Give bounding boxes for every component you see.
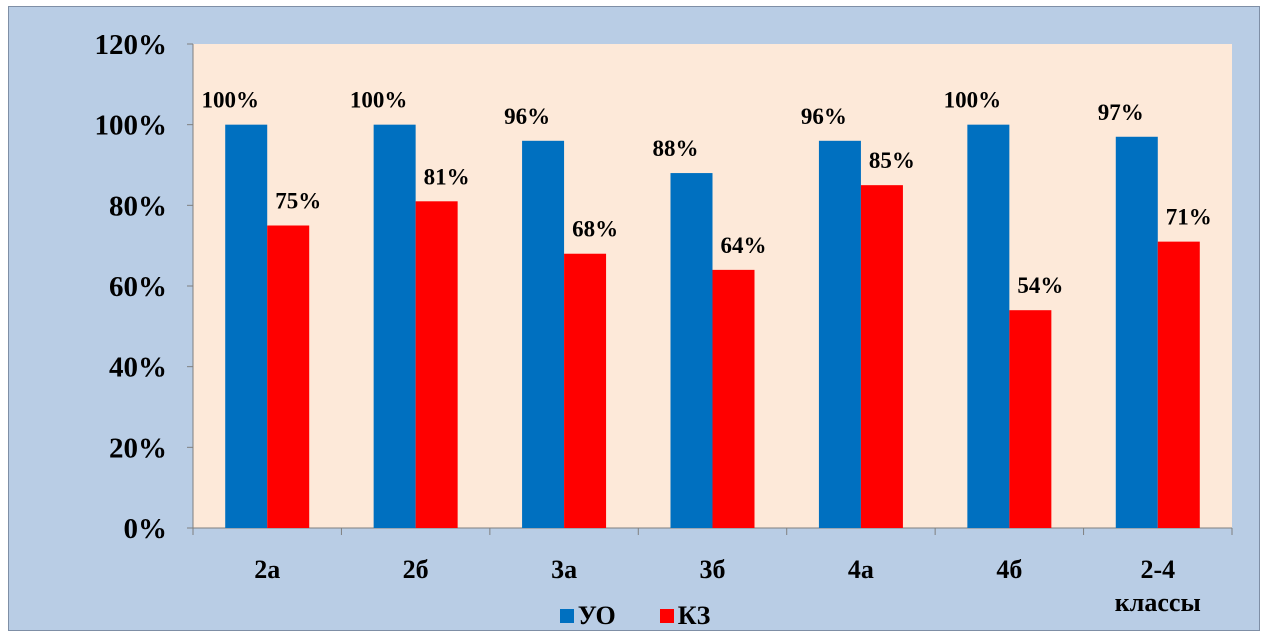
x-tick-label: 4б xyxy=(996,555,1022,584)
data-label-uo: 88% xyxy=(653,136,699,161)
data-label-uo: 96% xyxy=(504,104,550,129)
bar-uo xyxy=(1115,136,1158,528)
data-label-kz: 71% xyxy=(1166,205,1212,230)
legend: УО КЗ xyxy=(0,601,1270,631)
bar-uo xyxy=(670,173,713,529)
data-label-kz: 85% xyxy=(869,148,915,173)
x-tick-label: 2б xyxy=(403,555,429,584)
legend-item-kz: КЗ xyxy=(659,601,711,631)
legend-label-kz: КЗ xyxy=(677,601,711,630)
data-label-kz: 68% xyxy=(572,217,618,242)
data-label-kz: 54% xyxy=(1017,273,1063,298)
bar-kz xyxy=(564,253,607,528)
legend-swatch-uo xyxy=(559,609,574,623)
x-tick-label: 3а xyxy=(551,555,577,584)
bar-kz xyxy=(415,201,458,529)
data-label-uo: 100% xyxy=(201,88,259,113)
bar-kz xyxy=(1157,241,1200,528)
y-tick-label: 60% xyxy=(109,271,167,303)
data-label-kz: 64% xyxy=(721,233,767,258)
data-label-uo: 100% xyxy=(350,88,408,113)
bar-kz xyxy=(267,225,310,528)
bar-uo xyxy=(967,124,1010,529)
x-tick-label: 2-4 xyxy=(1140,555,1175,584)
y-tick-label: 40% xyxy=(109,352,167,384)
y-tick-label: 120% xyxy=(95,29,168,61)
legend-item-uo: УО xyxy=(559,601,616,631)
y-tick-label: 100% xyxy=(95,110,168,142)
bar-kz xyxy=(1009,310,1052,528)
bar-uo xyxy=(225,124,268,529)
x-tick-label: 4а xyxy=(848,555,874,584)
y-tick-label: 80% xyxy=(109,190,167,222)
data-label-kz: 81% xyxy=(424,164,470,189)
data-label-uo: 100% xyxy=(944,88,1002,113)
y-tick-label: 0% xyxy=(124,513,168,545)
x-tick-label: 2а xyxy=(254,555,280,584)
y-tick-label: 20% xyxy=(109,432,167,464)
bar-uo xyxy=(373,124,416,529)
x-tick-label: классы xyxy=(1115,588,1201,617)
data-label-uo: 97% xyxy=(1098,100,1144,125)
data-label-uo: 96% xyxy=(801,104,847,129)
bar-kz xyxy=(712,269,755,528)
legend-label-uo: УО xyxy=(577,601,616,630)
bar-uo xyxy=(818,140,861,529)
bar-uo xyxy=(522,140,565,529)
data-label-kz: 75% xyxy=(275,189,321,214)
x-tick-label: 3б xyxy=(700,555,726,584)
legend-swatch-kz xyxy=(659,609,674,623)
bar-kz xyxy=(860,185,903,528)
